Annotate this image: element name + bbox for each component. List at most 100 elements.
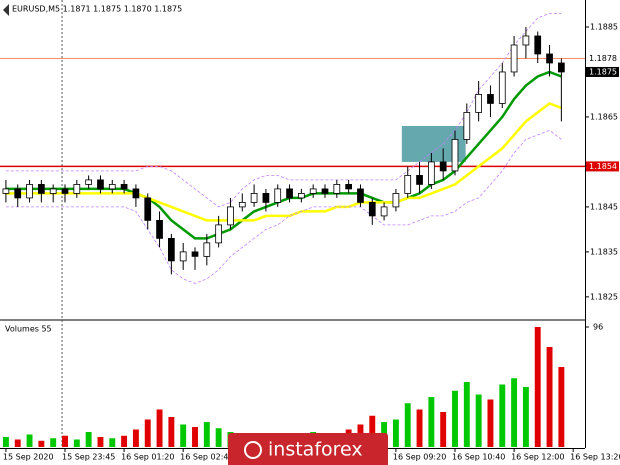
volume-bar [534, 327, 541, 447]
candle-body [298, 193, 305, 199]
volume-bar [440, 412, 447, 447]
candle-body [238, 202, 246, 208]
candle-body [286, 188, 293, 199]
volume-bar [73, 439, 80, 447]
candle-body [321, 188, 329, 194]
volume-bar [144, 419, 151, 447]
volume-bar [546, 347, 553, 447]
candle-body [215, 224, 222, 244]
volume-bar [511, 378, 518, 447]
candle-body [309, 188, 317, 194]
x-tick-label: 16 Sep 13:20 [570, 453, 620, 462]
volume-bar [121, 435, 128, 447]
candle-body [558, 62, 565, 73]
volume-bar [215, 428, 222, 447]
candle-body [168, 237, 175, 262]
volume-y-tick-label: 96 [593, 323, 603, 332]
volume-bar [132, 429, 139, 447]
candle-body [2, 188, 10, 194]
volume-bar [463, 382, 470, 447]
candle-body [26, 184, 33, 199]
candle-body [132, 188, 140, 199]
current-price-label-box [586, 66, 619, 77]
candle-body [475, 94, 482, 113]
candle-body [487, 94, 494, 104]
volume-bar [475, 394, 482, 447]
volume-bar [487, 399, 494, 447]
volume-bar [404, 403, 411, 447]
moving-average [5, 102, 562, 222]
watermark-icon [244, 441, 262, 459]
candle-body [404, 175, 412, 194]
y-tick-label: 1.1885 [590, 22, 618, 31]
symbol-icon [3, 4, 9, 16]
candle-body [179, 251, 187, 262]
chart-title: EURUSD,M5 1.1871 1.1875 1.1870 1.1875 [12, 5, 182, 14]
volume-bar [180, 424, 187, 447]
candle-body [345, 184, 352, 190]
level-label: 1.1854 [589, 162, 617, 171]
level-label-box [586, 161, 619, 172]
candle-body [49, 188, 57, 194]
volume-bar [50, 438, 57, 447]
volume-bar [109, 438, 116, 447]
watermark: instaforex [228, 433, 388, 465]
candle-body [191, 251, 199, 257]
candle-body [250, 193, 258, 203]
candle-body [61, 188, 69, 194]
volume-bar [26, 434, 33, 447]
candle-body [451, 139, 459, 172]
candle-body [368, 202, 376, 217]
candle-body [73, 184, 81, 194]
candle-body [392, 193, 400, 208]
candle-body [416, 175, 423, 185]
x-tick-label: 16 Sep 02:40 [180, 453, 233, 462]
volume-bar [416, 409, 423, 447]
volume-bar [392, 419, 399, 447]
volume-bar [499, 384, 506, 447]
candle-body [463, 112, 471, 140]
candle-body [262, 193, 270, 203]
volume-bar [14, 439, 21, 447]
x-tick-label: 15 Sep 23:45 [62, 453, 115, 462]
candle-body [38, 184, 45, 194]
volume-bar [2, 437, 9, 447]
volume-bar [452, 390, 458, 447]
volume-bar [369, 415, 376, 447]
level-label-box [586, 53, 619, 64]
volume-bar [168, 417, 175, 447]
y-tick-label: 1.1825 [590, 292, 618, 301]
x-tick-label: 16 Sep 01:20 [121, 453, 174, 462]
volume-bar [192, 427, 198, 447]
band-line [5, 13, 562, 208]
y-tick-label: 1.1865 [590, 112, 618, 121]
candle-body [522, 35, 530, 46]
x-tick-label: 16 Sep 12:00 [511, 453, 564, 462]
y-tick-label: 1.1835 [590, 247, 618, 256]
level-label: 1.1878 [589, 54, 617, 63]
watermark-box [228, 433, 388, 465]
volume-bar [38, 440, 45, 447]
candle-body [546, 53, 553, 64]
candle-body [120, 184, 128, 190]
volume-bar [203, 422, 210, 447]
candle-body [357, 188, 364, 203]
candle-body [203, 242, 211, 257]
band-line [5, 129, 562, 284]
watermark-text: instaforex [268, 439, 363, 461]
candle-body [274, 188, 282, 203]
candle-body [156, 219, 163, 239]
volume-bar [85, 432, 92, 447]
candle-body [97, 179, 104, 190]
candle-body [14, 188, 22, 199]
volume-bar [97, 437, 104, 447]
x-tick-label: 15 Sep 2020 [3, 453, 54, 462]
volume-bar [428, 397, 435, 447]
volume-bar [558, 367, 565, 447]
candle-body [227, 206, 234, 226]
candle-body [144, 197, 152, 221]
volume-bar [62, 435, 68, 447]
volume-title: Volumes 55 [5, 325, 52, 334]
candle-body [333, 184, 341, 194]
